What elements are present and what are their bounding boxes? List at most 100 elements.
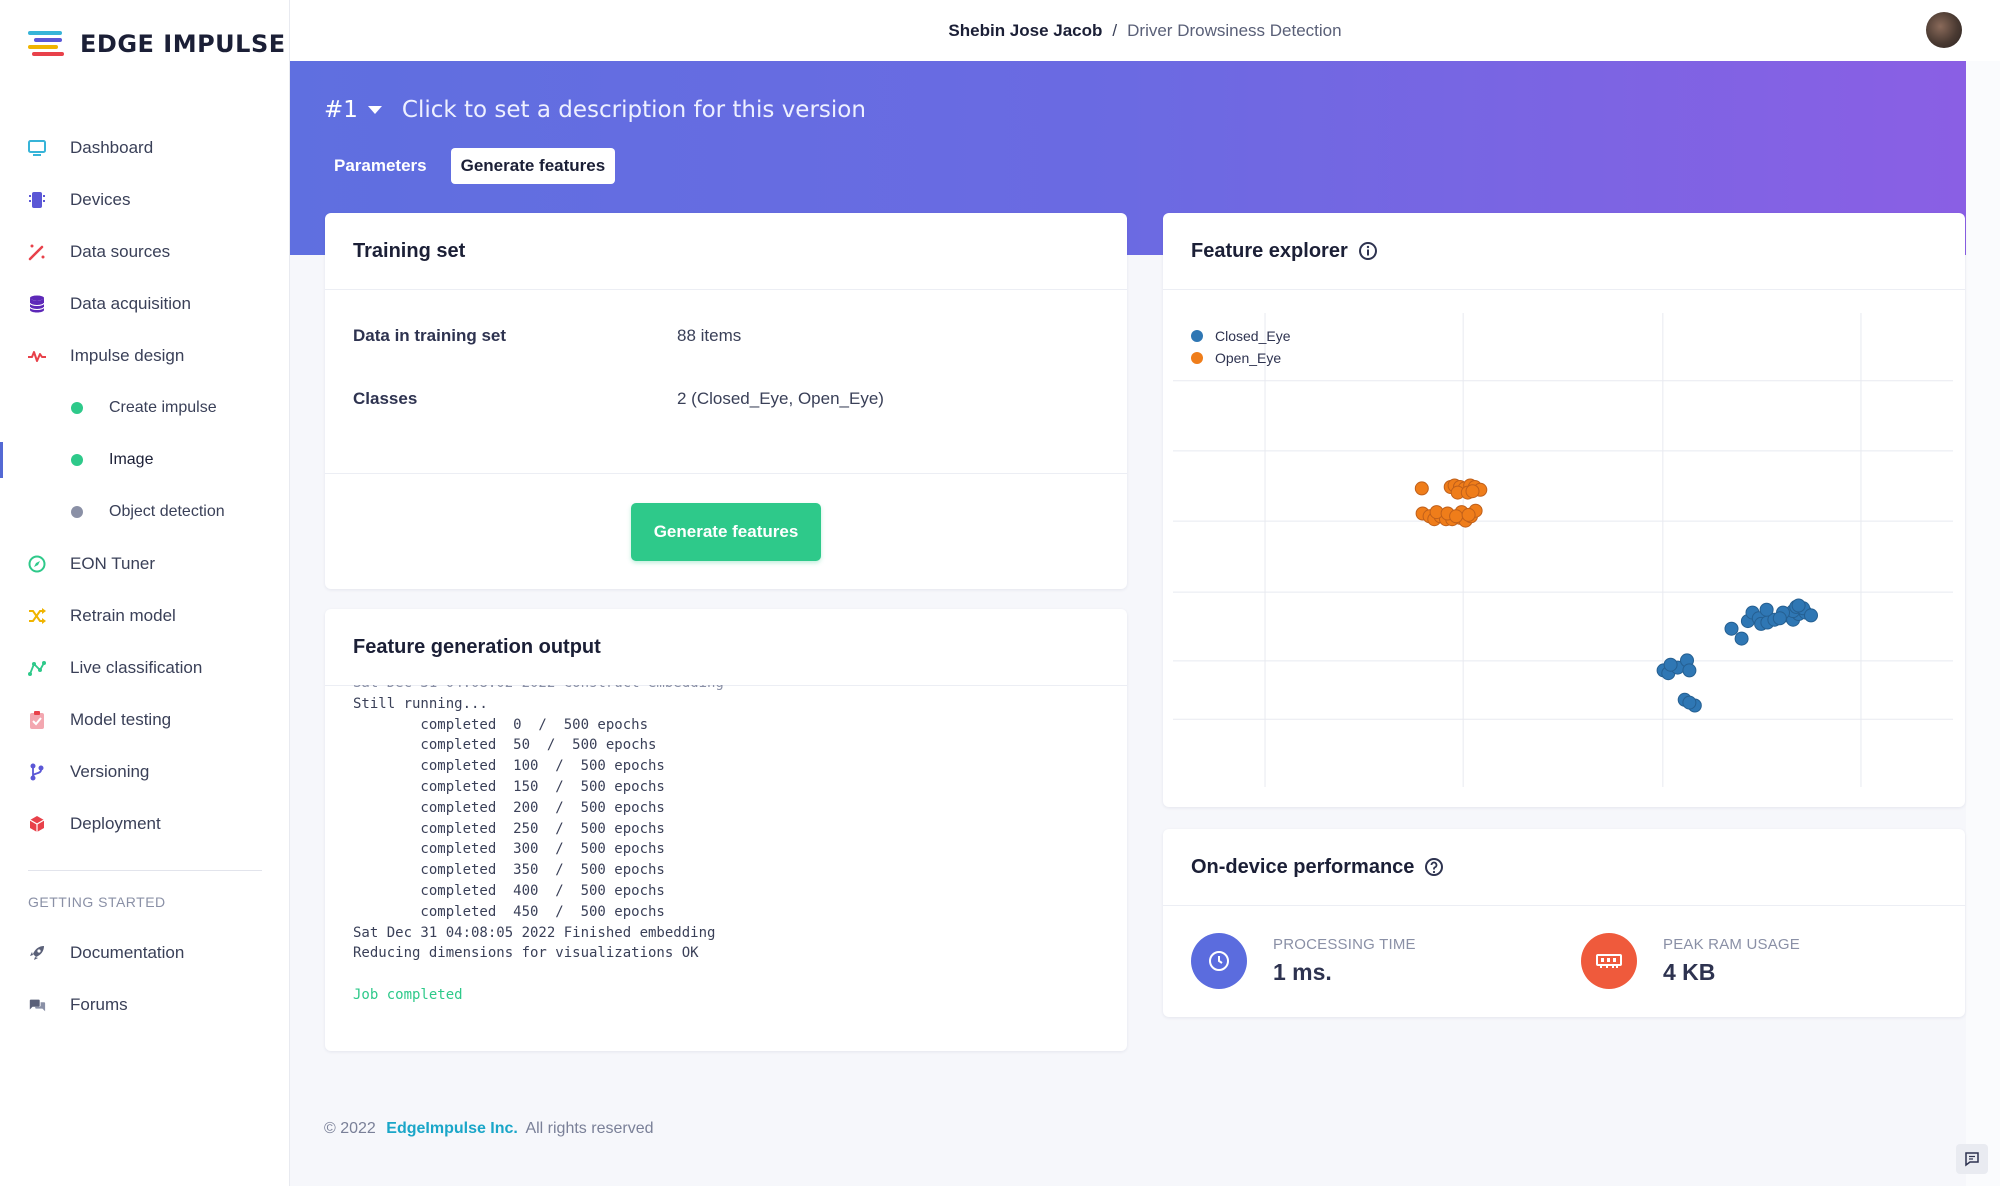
data-point-closed-eye[interactable] xyxy=(1724,621,1739,636)
sidebar-item-label: Retrain model xyxy=(70,606,176,625)
page-edge xyxy=(1966,61,2000,1186)
legend-item[interactable]: Open_Eye xyxy=(1191,347,1291,369)
status-dot xyxy=(71,454,83,466)
sidebar-item-model-testing[interactable]: Model testing xyxy=(0,694,290,746)
data-point-open-eye[interactable] xyxy=(1449,509,1464,524)
logo-icon xyxy=(28,31,64,56)
breadcrumb-user[interactable]: Shebin Jose Jacob xyxy=(948,20,1103,40)
feature-explorer-header: Feature explorer xyxy=(1163,213,1965,290)
console-line: Still running... xyxy=(353,695,488,712)
sidebar-subitem-label: Object detection xyxy=(109,503,225,520)
sidebar-item-dashboard[interactable]: Dashboard xyxy=(0,122,290,174)
feature-explorer-card: Feature explorer Closed_Eye Open_Eye xyxy=(1163,213,1965,807)
console-line: Sat Dec 31 04:08:02 2022 Construct embed… xyxy=(353,685,1113,694)
feedback-icon xyxy=(1965,1152,1979,1167)
monitor-icon xyxy=(28,139,46,157)
caret-down-icon[interactable] xyxy=(367,101,382,119)
top-bar: Shebin Jose Jacob / Driver Drowsiness De… xyxy=(290,0,2000,61)
legend-swatch xyxy=(1191,352,1203,364)
clock-icon xyxy=(1191,933,1247,989)
tab-generate-features[interactable]: Generate features xyxy=(450,148,616,184)
data-point-closed-eye[interactable] xyxy=(1759,602,1774,617)
sidebar-subitem-image[interactable]: Image xyxy=(0,434,290,486)
data-point-open-eye[interactable] xyxy=(1461,507,1476,522)
info-icon[interactable] xyxy=(1358,241,1378,261)
cube-icon xyxy=(28,815,46,833)
sidebar-item-versioning[interactable]: Versioning xyxy=(0,746,290,798)
sidebar-item-forums[interactable]: Forums xyxy=(0,979,290,1031)
console-line: completed 150 / 500 epochs xyxy=(353,778,665,795)
sidebar-item-live-classification[interactable]: Live classification xyxy=(0,642,290,694)
magic-wand-icon xyxy=(28,243,46,261)
sidebar-item-label: Data acquisition xyxy=(70,294,191,313)
sidebar-subitem-create-impulse[interactable]: Create impulse xyxy=(0,382,290,434)
status-dot xyxy=(71,402,83,414)
breadcrumb-project[interactable]: Driver Drowsiness Detection xyxy=(1127,20,1342,40)
data-point-open-eye[interactable] xyxy=(1465,484,1480,499)
peak-ram-value: 4 KB xyxy=(1663,959,1716,985)
data-point-closed-eye[interactable] xyxy=(1791,598,1806,613)
console-line: completed 400 / 500 epochs xyxy=(353,882,665,899)
edge-impulse-logo[interactable]: EDGE IMPULSE xyxy=(28,30,286,58)
sidebar-item-eon-tuner[interactable]: EON Tuner xyxy=(0,538,290,590)
console-line: completed 100 / 500 epochs xyxy=(353,758,665,775)
feedback-button[interactable] xyxy=(1956,1144,1988,1174)
sidebar-item-data-sources[interactable]: Data sources xyxy=(0,226,290,278)
help-icon[interactable] xyxy=(1424,857,1444,877)
legend-swatch xyxy=(1191,330,1203,342)
version-number[interactable]: #1 xyxy=(324,97,358,123)
data-point-closed-eye[interactable] xyxy=(1734,631,1749,646)
footer-company-link[interactable]: EdgeImpulse Inc. xyxy=(386,1120,518,1137)
data-point-closed-eye[interactable] xyxy=(1804,608,1818,623)
console-line: completed 250 / 500 epochs xyxy=(353,820,665,837)
version-description[interactable]: Click to set a description for this vers… xyxy=(401,97,866,123)
legend-label: Closed_Eye xyxy=(1215,328,1291,344)
sidebar-item-deployment[interactable]: Deployment xyxy=(0,798,290,850)
console-line: completed 0 / 500 epochs xyxy=(353,716,649,733)
feature-explorer-title: Feature explorer xyxy=(1191,239,1348,262)
training-set-title: Training set xyxy=(325,213,1127,290)
breadcrumb-separator: / xyxy=(1112,20,1118,40)
sidebar-item-label: Live classification xyxy=(70,658,203,677)
console-line: completed 300 / 500 epochs xyxy=(353,841,665,858)
sidebar-subitem-object-detection[interactable]: Object detection xyxy=(0,486,290,538)
sidebar-item-label: Model testing xyxy=(70,710,172,729)
sidebar-item-documentation[interactable]: Documentation xyxy=(0,927,290,979)
data-point-closed-eye[interactable] xyxy=(1682,663,1697,678)
sidebar-item-label: Versioning xyxy=(70,762,150,781)
feature-scatter-plot[interactable] xyxy=(1173,313,1953,787)
graph-icon xyxy=(28,659,46,677)
database-icon xyxy=(28,295,46,313)
sidebar-item-data-acquisition[interactable]: Data acquisition xyxy=(0,278,290,330)
version-banner: #1 Click to set a description for this v… xyxy=(290,61,1966,255)
console-output[interactable]: Sat Dec 31 04:08:02 2022 Construct embed… xyxy=(353,685,1113,1035)
training-set-value: 88 items xyxy=(677,326,742,345)
sidebar-item-label: Dashboard xyxy=(70,138,154,157)
sidebar: EDGE IMPULSE Dashboard Devices Data sour… xyxy=(0,0,290,1186)
legend-item[interactable]: Closed_Eye xyxy=(1191,325,1291,347)
avatar[interactable] xyxy=(1926,12,1962,48)
sidebar-item-retrain-model[interactable]: Retrain model xyxy=(0,590,290,642)
data-point-closed-eye[interactable] xyxy=(1772,611,1787,626)
console-line: completed 200 / 500 epochs xyxy=(353,799,665,816)
generate-features-button[interactable]: Generate features xyxy=(631,503,821,561)
sidebar-item-devices[interactable]: Devices xyxy=(0,174,290,226)
data-point-closed-eye[interactable] xyxy=(1663,657,1678,672)
training-set-row: Data in training set 88 items xyxy=(353,326,741,346)
classes-value: 2 (Closed_Eye, Open_Eye) xyxy=(677,389,884,408)
sidebar-item-impulse-design[interactable]: Impulse design xyxy=(0,330,290,382)
pulse-icon xyxy=(28,347,46,365)
processing-time-value: 1 ms. xyxy=(1273,959,1332,985)
branch-icon xyxy=(28,763,46,781)
status-dot xyxy=(71,506,83,518)
training-set-card: Training set Data in training set 88 ite… xyxy=(325,213,1127,589)
data-point-closed-eye[interactable] xyxy=(1682,695,1697,710)
data-point-open-eye[interactable] xyxy=(1414,481,1429,496)
performance-card: On-device performance PROCESSING TIME 1 … xyxy=(1163,829,1965,1017)
processing-time-stat: PROCESSING TIME 1 ms. xyxy=(1191,933,1416,989)
sidebar-item-label: EON Tuner xyxy=(70,554,156,573)
job-status: Job completed xyxy=(353,987,463,1004)
tab-parameters[interactable]: Parameters xyxy=(334,156,427,175)
console-line: completed 50 / 500 epochs xyxy=(353,737,657,754)
block-tabs: Parameters Generate features xyxy=(324,148,629,184)
